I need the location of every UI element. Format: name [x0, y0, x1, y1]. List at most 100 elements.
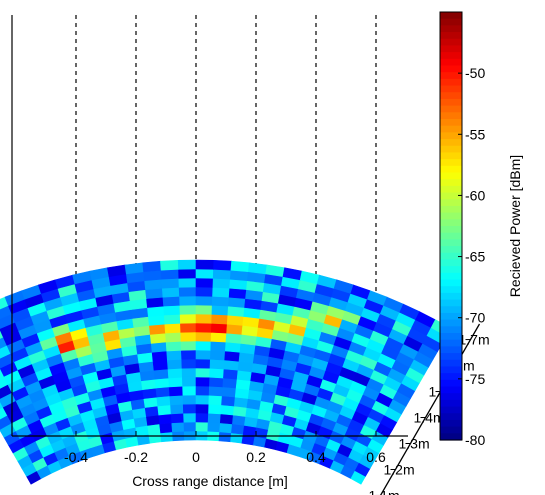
heatmap-cell [163, 313, 181, 325]
colorbar-strip [440, 252, 462, 261]
heatmap-cell [180, 322, 197, 333]
heatmap-cell [223, 359, 240, 371]
heatmap-cell [195, 358, 211, 369]
heatmap-cell [195, 394, 210, 405]
colorbar-strip [440, 52, 462, 60]
heatmap-cell [224, 350, 241, 362]
colorbar-strip [440, 72, 462, 80]
heatmap-cell [179, 304, 197, 315]
heatmap-cell [181, 358, 197, 369]
heatmap-cell [195, 313, 213, 324]
heatmap-cell [213, 259, 232, 271]
colorbar-strip [440, 179, 462, 187]
colorbar-strip [440, 373, 462, 381]
heatmap-cell [221, 395, 236, 407]
range-tick-label: 1.4m [413, 410, 444, 426]
heatmap-cell [226, 314, 245, 326]
heatmap-cell [160, 268, 180, 280]
heatmap-cell [228, 296, 246, 308]
heatmap-cell [222, 377, 238, 389]
heatmap-cell [223, 368, 239, 380]
colorbar-strip [440, 346, 462, 354]
heatmap-cell [209, 349, 226, 361]
heatmap-cell [220, 404, 235, 416]
colorbar-strip [440, 379, 462, 388]
colorbar-strip [440, 232, 462, 240]
colorbar-strip [440, 246, 462, 254]
range-tick-label: 1.1m [368, 487, 399, 495]
heatmap-cell [160, 431, 174, 443]
colorbar-tick-label: -65 [465, 249, 485, 265]
heatmap-cell [211, 304, 229, 316]
heatmap-cell [183, 421, 197, 432]
colorbar-strip [440, 25, 462, 33]
x-tick-label: -0.4 [64, 449, 88, 465]
colorbar-strip [440, 419, 462, 428]
colorbar-strip [440, 386, 462, 394]
heatmap-cell [218, 431, 232, 443]
heatmap-cell [195, 385, 210, 396]
x-tick-label: 0.2 [246, 449, 266, 465]
colorbar-strip [440, 45, 462, 53]
heatmap-cell [159, 422, 173, 434]
heatmap-cell [221, 386, 237, 398]
colorbar-strip [440, 406, 462, 414]
heatmap-cell [180, 349, 197, 360]
colorbar-strip [440, 32, 462, 40]
heatmap-cell [180, 340, 197, 351]
heatmap-cell [195, 259, 215, 270]
heatmap-cell [224, 341, 242, 353]
heatmap-cell [149, 332, 167, 344]
colorbar-strip [440, 266, 462, 274]
colorbar-strip [440, 78, 462, 87]
heatmap-cell [155, 386, 171, 398]
heatmap-cell [195, 322, 212, 333]
heatmap-cell [152, 359, 169, 371]
heatmap-cell [209, 358, 226, 370]
heatmap-cell [148, 323, 166, 335]
heatmap-cell [180, 331, 197, 342]
heatmap-cell [182, 403, 197, 414]
colorbar-strip [440, 339, 462, 347]
colorbar-strip [440, 112, 462, 120]
colorbar-strip [440, 433, 462, 441]
colorbar-tick-label: -60 [465, 187, 485, 203]
heatmap-cell [207, 421, 221, 433]
colorbar-strip [440, 58, 462, 67]
heatmap-cell [195, 304, 213, 315]
colorbar-strip [440, 426, 462, 434]
colorbar-strip [440, 393, 462, 401]
heatmap-cell [195, 421, 209, 432]
heatmap-cell [177, 259, 197, 270]
heatmap-cell [169, 394, 184, 406]
grid-lines [75, 15, 377, 436]
heatmap-cell [164, 322, 182, 334]
heatmap-cell [195, 367, 211, 378]
colorbar-strip [440, 159, 462, 167]
colorbar-strip [440, 192, 462, 200]
colorbar-tick-label: -55 [465, 126, 485, 142]
heatmap-cell [143, 269, 163, 282]
heatmap-cell [182, 394, 197, 405]
heatmap-cell [165, 331, 182, 343]
colorbar-strip [440, 219, 462, 227]
heatmap-cell [168, 385, 184, 397]
colorbar-strip [440, 38, 462, 47]
colorbar-strip [440, 152, 462, 160]
heatmap-cell [212, 286, 231, 298]
heatmap-cell [209, 367, 225, 379]
heatmap-cell [230, 432, 244, 444]
colorbar-frame [439, 11, 463, 441]
heatmap-cell [167, 367, 183, 379]
heatmap-cell [147, 305, 165, 317]
colorbar-strip [440, 139, 462, 147]
heatmap-cell [195, 403, 210, 414]
heatmap-cell [183, 412, 197, 423]
heatmap-cell [178, 268, 197, 279]
colorbar-strip [440, 299, 462, 307]
colorbar-strip [440, 366, 462, 374]
colorbar-strip [440, 172, 462, 180]
x-axis-ticks: -0.4 -0.2 0 0.2 0.4 0.6 [64, 431, 386, 465]
colorbar-strip [440, 145, 462, 154]
heatmap-cell [148, 432, 162, 444]
